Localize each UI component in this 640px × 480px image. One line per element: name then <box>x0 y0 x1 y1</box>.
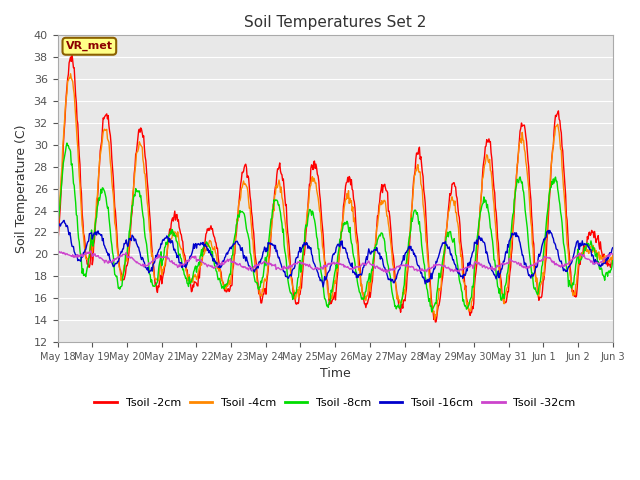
Text: VR_met: VR_met <box>66 41 113 51</box>
X-axis label: Time: Time <box>320 367 351 380</box>
Legend: Tsoil -2cm, Tsoil -4cm, Tsoil -8cm, Tsoil -16cm, Tsoil -32cm: Tsoil -2cm, Tsoil -4cm, Tsoil -8cm, Tsoi… <box>90 394 580 412</box>
Y-axis label: Soil Temperature (C): Soil Temperature (C) <box>15 124 28 253</box>
Title: Soil Temperatures Set 2: Soil Temperatures Set 2 <box>244 15 426 30</box>
